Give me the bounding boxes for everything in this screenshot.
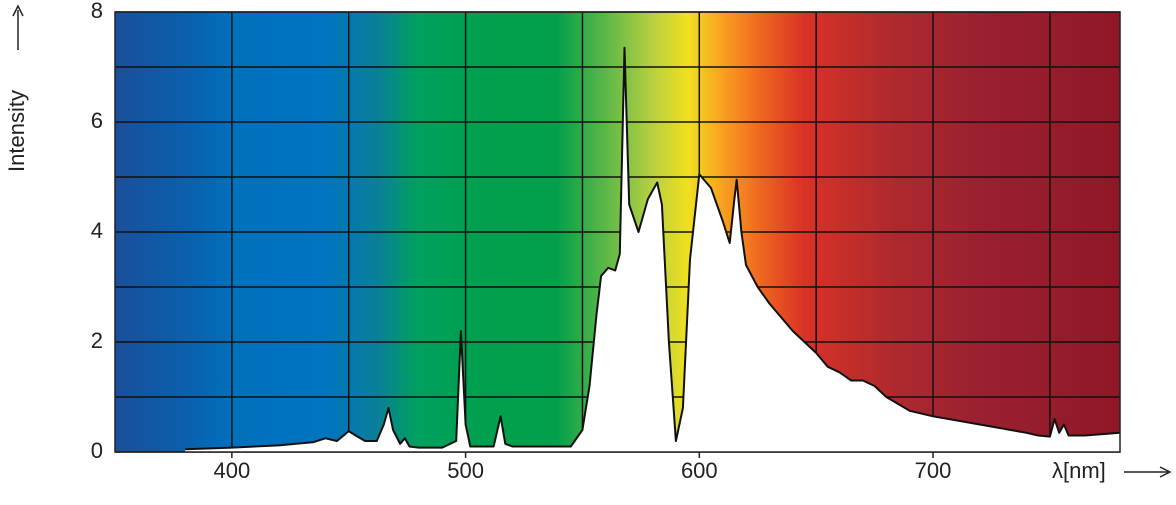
y-tick-label: 0 [91, 438, 103, 463]
x-arrow-head [1159, 466, 1172, 478]
y-tick-label: 4 [91, 218, 103, 243]
spectrum-line [185, 46, 1121, 451]
x-tick-label: 700 [915, 458, 952, 483]
x-tick-label: 400 [214, 458, 251, 483]
y-axis-label: Intensity [4, 90, 29, 172]
plot-frame [114, 11, 1121, 453]
plot [185, 46, 1121, 453]
x-tick-label: 600 [681, 458, 718, 483]
y-arrow-head [12, 4, 24, 17]
y-tick-label: 8 [91, 0, 103, 23]
y-tick-label: 2 [91, 328, 103, 353]
area-fill [185, 47, 1121, 453]
x-tick-label: 500 [447, 458, 484, 483]
y-tick-label: 6 [91, 108, 103, 133]
x-axis-label: λ[nm] [1052, 458, 1106, 483]
